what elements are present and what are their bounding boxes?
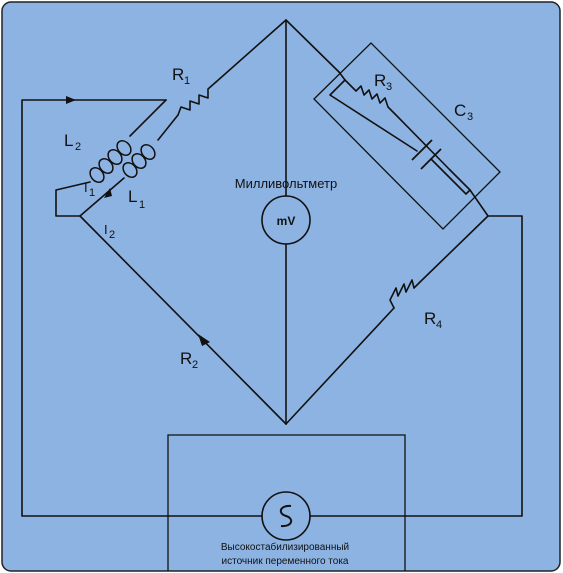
resistor-r3	[344, 79, 451, 171]
svg-text:R: R	[424, 309, 436, 328]
resistor-r4	[389, 279, 421, 309]
label-i1: I 1	[84, 180, 95, 199]
label-l2: L 2	[64, 131, 81, 153]
wire-l2-bottom	[55, 181, 91, 217]
wire-l1-junction	[79, 177, 125, 217]
svg-text:L: L	[64, 131, 73, 150]
r3c3-enclosure	[313, 42, 501, 230]
source-caption-line1: Высокостабилизированный	[221, 541, 349, 553]
wire-c3-left	[338, 71, 346, 81]
wire-l2-top	[129, 99, 167, 137]
inductor-l2	[89, 140, 132, 183]
source-enclosure	[167, 434, 406, 571]
wire-r3c3-bottom	[449, 169, 489, 217]
wire-r1-l1	[157, 114, 179, 141]
wire-r1-top	[215, 19, 287, 83]
label-c3: C 3	[454, 101, 473, 123]
svg-text:1: 1	[89, 187, 95, 199]
svg-text:L: L	[128, 187, 137, 206]
svg-text:2: 2	[109, 229, 115, 241]
label-r1: R 1	[172, 65, 190, 87]
wire-r3c3-top	[285, 19, 340, 73]
svg-text:1: 1	[184, 75, 190, 87]
capacitor-c3-plate1	[411, 139, 433, 161]
svg-text:R: R	[172, 65, 184, 84]
outer-wire-left	[21, 99, 263, 517]
wire-c3-a	[329, 79, 418, 152]
svg-text:2: 2	[192, 359, 198, 371]
svg-text:2: 2	[75, 141, 81, 153]
millivoltmeter-symbol-text: mV	[277, 214, 296, 228]
current-arrow-i2	[198, 334, 210, 346]
millivoltmeter-symbol	[261, 195, 311, 245]
resistor-r1	[177, 81, 217, 116]
svg-text:R: R	[180, 349, 192, 368]
svg-text:3: 3	[467, 111, 473, 123]
current-arrow-i1	[104, 188, 112, 198]
svg-text:C: C	[454, 101, 466, 120]
ac-source-wave-icon	[279, 504, 293, 528]
label-r2: R 2	[180, 349, 198, 371]
label-r3: R 3	[374, 71, 392, 93]
current-arrow-top	[66, 96, 76, 104]
wire-r2-branch	[79, 215, 287, 425]
ac-source-symbol	[261, 491, 311, 541]
inductor-l1	[122, 144, 156, 178]
svg-text:1: 1	[139, 199, 145, 211]
source-caption-line2: источник переменного тока	[222, 556, 349, 567]
wire-r4-lower	[285, 307, 395, 425]
wire-r4-upper	[419, 215, 489, 283]
svg-text:R: R	[374, 71, 386, 90]
millivoltmeter-title: Милливольтметр	[235, 176, 337, 191]
label-i2: I 2	[104, 222, 115, 241]
outer-wire-right	[309, 215, 523, 517]
svg-text:I: I	[84, 180, 88, 195]
svg-text:4: 4	[436, 319, 442, 331]
svg-text:3: 3	[386, 81, 392, 93]
svg-text:I: I	[104, 222, 108, 237]
wire-c3-b	[430, 158, 471, 195]
label-l1: L 1	[128, 187, 145, 211]
label-r4: R 4	[424, 309, 442, 331]
